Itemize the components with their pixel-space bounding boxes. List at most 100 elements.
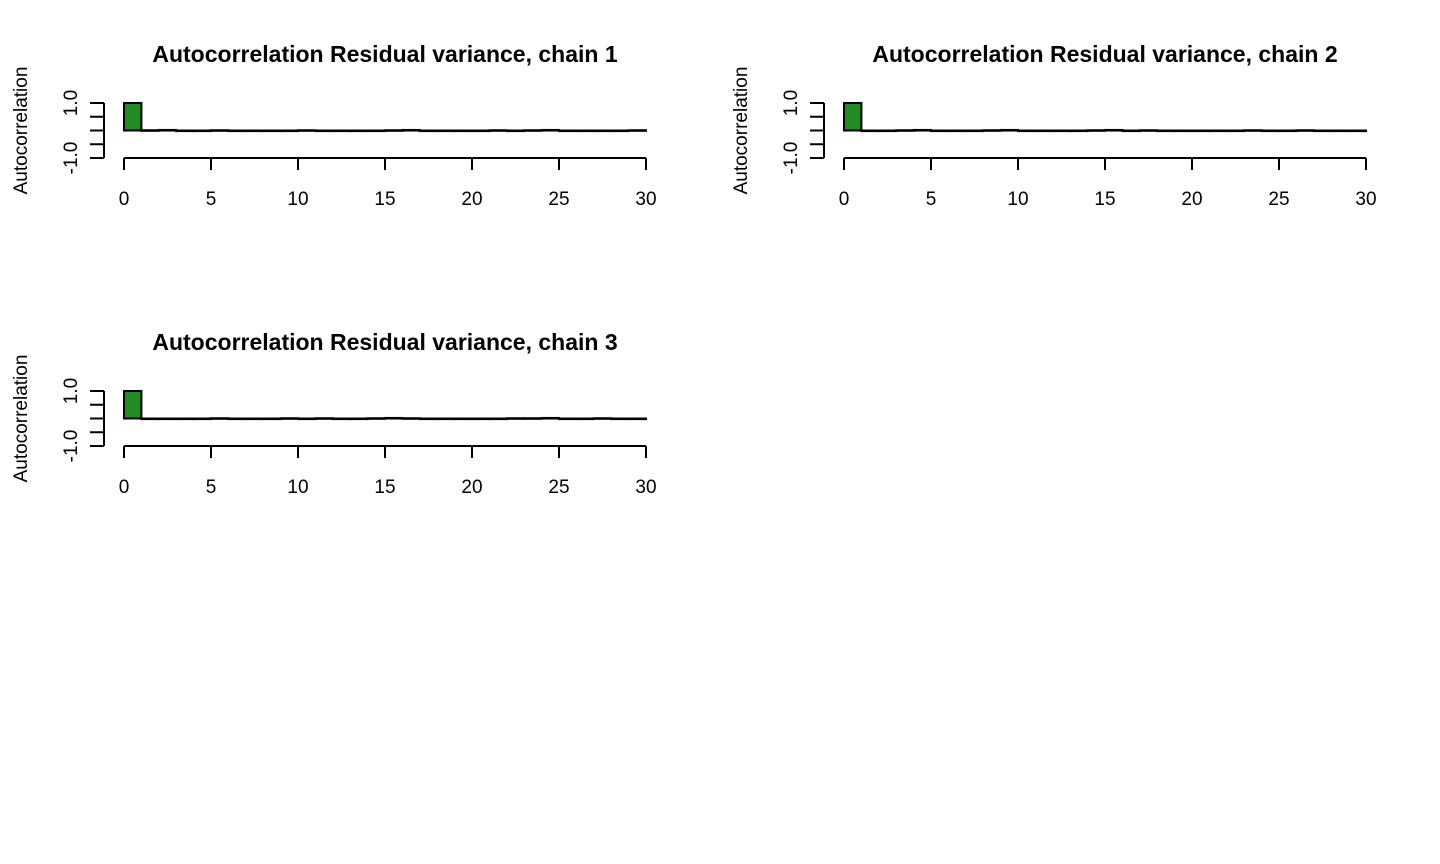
x-tick-label: 10 xyxy=(287,477,308,498)
acf-bar xyxy=(1017,129,1037,133)
x-tick-label: 15 xyxy=(374,189,395,210)
acf-bar xyxy=(297,129,317,132)
x-tick-label: 20 xyxy=(461,477,482,498)
y-tick-label: -1.0 xyxy=(781,142,802,175)
acf-bar xyxy=(505,417,526,420)
acf-bar xyxy=(123,390,143,420)
acf-bar xyxy=(349,417,369,421)
y-axis-label: Autocorrelation xyxy=(731,67,752,195)
acf-bar xyxy=(418,129,439,133)
acf-bar xyxy=(244,417,265,421)
chart-title: Autocorrelation Residual variance, chain… xyxy=(152,329,617,355)
acf-bar xyxy=(175,129,195,133)
acf-bar xyxy=(540,416,560,420)
acf-bar xyxy=(123,102,143,132)
acf-bar xyxy=(860,129,880,133)
x-tick-label: 15 xyxy=(374,477,395,498)
acf-bar xyxy=(366,417,387,420)
acf-bar xyxy=(627,417,647,421)
acf-bar xyxy=(999,128,1019,132)
acf-bar xyxy=(1086,129,1106,132)
acf-bar xyxy=(1260,129,1280,133)
acf-bar xyxy=(297,417,317,421)
acf-bar xyxy=(575,129,595,133)
x-tick-label: 10 xyxy=(1007,189,1028,210)
acf-bar xyxy=(540,128,560,132)
acf-bar xyxy=(314,129,334,133)
acf-panel-1: Autocorrelation Residual variance, chain… xyxy=(11,41,657,210)
acf-bar xyxy=(279,129,300,133)
y-tick-label: 1.0 xyxy=(61,90,82,116)
acf-bar xyxy=(366,129,387,133)
acf-bar xyxy=(210,417,230,420)
acf-bar xyxy=(1069,129,1089,133)
acf-bar xyxy=(592,129,613,133)
acf-bar xyxy=(1347,129,1367,133)
acf-bar xyxy=(1051,129,1072,133)
acf-bar xyxy=(1191,129,1211,133)
acf-bar xyxy=(331,129,352,133)
acf-bar xyxy=(192,129,213,133)
x-tick-label: 5 xyxy=(926,189,937,210)
acf-bar xyxy=(227,129,247,133)
acf-bar xyxy=(471,129,491,133)
x-tick-label: 20 xyxy=(1181,189,1202,210)
acf-bar xyxy=(558,129,578,133)
acf-bar xyxy=(140,129,160,132)
acf-bar xyxy=(964,129,985,133)
acf-bar xyxy=(453,129,474,133)
y-tick-label: 1.0 xyxy=(781,90,802,116)
acf-bar xyxy=(210,129,230,132)
acf-bar xyxy=(1312,129,1333,133)
x-tick-label: 5 xyxy=(206,189,217,210)
acf-panel-3: Autocorrelation Residual variance, chain… xyxy=(11,329,657,498)
acf-bar xyxy=(1138,129,1159,132)
acf-panel-2: Autocorrelation Residual variance, chain… xyxy=(731,41,1377,210)
acf-bar xyxy=(912,128,932,132)
acf-bar xyxy=(384,129,404,132)
acf-bar xyxy=(175,417,195,421)
acf-bar xyxy=(401,128,421,132)
x-tick-label: 25 xyxy=(548,477,569,498)
acf-bar xyxy=(843,102,863,132)
acf-bar xyxy=(140,417,160,421)
y-axis-label: Autocorrelation xyxy=(11,355,32,483)
acf-bar xyxy=(592,417,613,420)
acf-bar xyxy=(471,417,491,421)
chart-title: Autocorrelation Residual variance, chain… xyxy=(152,41,617,67)
acf-bar xyxy=(575,417,595,421)
acf-bar xyxy=(436,417,456,421)
acf-bar xyxy=(523,129,543,132)
acf-bar xyxy=(314,417,334,420)
acf-bar xyxy=(244,129,265,133)
acf-bar xyxy=(558,417,578,421)
acf-bar xyxy=(1225,129,1246,133)
acf-bar xyxy=(877,129,898,133)
y-tick-label: -1.0 xyxy=(61,142,82,175)
acf-bar xyxy=(1034,129,1054,133)
acf-bar xyxy=(157,417,178,421)
x-tick-label: 30 xyxy=(1355,189,1376,210)
acf-bar xyxy=(401,417,421,420)
acf-bar xyxy=(192,417,213,421)
y-tick-label: -1.0 xyxy=(61,430,82,463)
x-tick-label: 30 xyxy=(635,477,656,498)
acf-bar xyxy=(505,129,526,133)
x-tick-label: 0 xyxy=(119,189,130,210)
acf-bar xyxy=(488,129,508,132)
acf-bar xyxy=(1104,128,1124,132)
x-tick-label: 0 xyxy=(119,477,130,498)
acf-bar xyxy=(1208,129,1228,133)
chart-title: Autocorrelation Residual variance, chain… xyxy=(872,41,1337,67)
acf-bar xyxy=(349,129,369,133)
acf-bar xyxy=(488,417,508,421)
acf-bar xyxy=(1173,129,1193,133)
acf-bar xyxy=(610,417,630,421)
acf-bar xyxy=(436,129,456,133)
x-tick-label: 0 xyxy=(839,189,850,210)
acf-bar xyxy=(1330,129,1350,133)
x-tick-label: 25 xyxy=(1268,189,1289,210)
x-tick-label: 10 xyxy=(287,189,308,210)
acf-bar xyxy=(1243,129,1263,132)
